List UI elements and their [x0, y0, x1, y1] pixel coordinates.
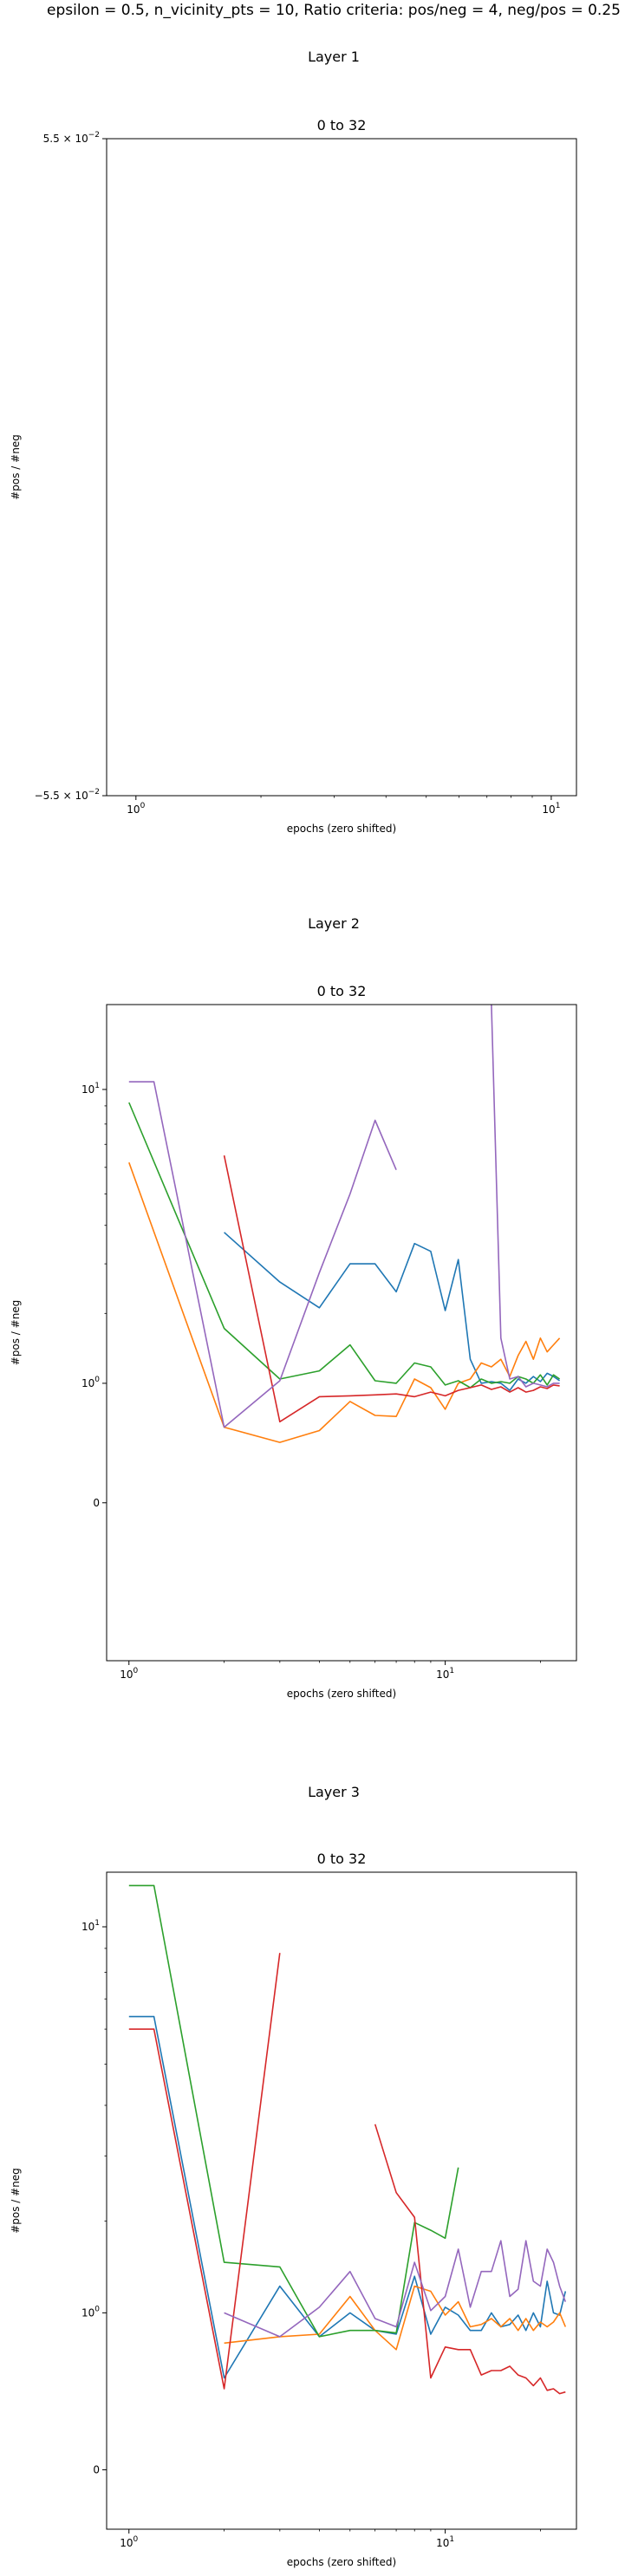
y-tick-label: 5.5 × 10−2	[43, 131, 100, 145]
x-tick-label: 100	[120, 1667, 138, 1681]
y-axis: 101 100 0	[81, 1082, 107, 1509]
layer-title: Layer 2	[308, 915, 360, 932]
chart-title: 0 to 32	[317, 1851, 367, 1867]
plot-frame	[106, 138, 577, 797]
panel-layer-3: Layer 3 0 to 32 100 101 epochs (zero shifte…	[0, 1779, 625, 2576]
x-tick-label: 101	[436, 2535, 454, 2549]
x-axis: 100 101	[120, 1661, 541, 1681]
y-tick-label: 100	[81, 1376, 100, 1389]
series-orange-line	[224, 2285, 567, 2351]
series-group	[128, 1884, 567, 2395]
y-tick-label: 101	[81, 1082, 100, 1096]
x-axis: 100 101	[120, 2529, 541, 2549]
series-blue-line	[128, 2015, 567, 2379]
series-purple-line	[128, 1081, 397, 1428]
x-axis: 100 101	[127, 796, 560, 816]
x-tick-label: 100	[127, 802, 145, 816]
x-axis-label: epochs (zero shifted)	[287, 1688, 396, 1700]
series-red-line	[128, 1953, 281, 2390]
panel-layer-1: Layer 1 0 to 32 100 101 epochs (zero shifte…	[0, 43, 625, 841]
x-tick-label: 101	[436, 1667, 454, 1681]
y-tick-label: −5.5 × 10−2	[35, 788, 100, 802]
y-axis-label: #pos / #neg	[10, 1300, 22, 1366]
chart-title: 0 to 32	[317, 983, 367, 999]
series-purple-line	[224, 2240, 567, 2338]
chart-layer-1: 0 to 32 100 101 epochs (zero shifted) 5.5 × …	[10, 117, 577, 835]
chart-title: 0 to 32	[317, 117, 367, 133]
series-red-line	[374, 2124, 566, 2395]
y-axis-label: #pos / #neg	[10, 2168, 22, 2234]
y-tick-label: 0	[93, 2463, 100, 2475]
figure-suptitle: epsilon = 0.5, n_vicinity_pts = 10, Rati…	[47, 2, 621, 19]
plot-frame	[106, 1871, 577, 2530]
y-axis-label: #pos / #neg	[10, 434, 22, 500]
series-red-line	[223, 1155, 560, 1423]
x-tick-label: 100	[120, 2535, 138, 2549]
series-orange-line	[128, 1161, 561, 1443]
x-axis-label: epochs (zero shifted)	[287, 823, 396, 835]
plot-frame	[106, 1004, 577, 1662]
series-green-line	[128, 1884, 459, 2338]
y-tick-label: 101	[81, 1919, 100, 1933]
layer-title: Layer 1	[308, 49, 360, 65]
panel-layer-2: Layer 2 0 to 32 100 101 epochs (zero shifte…	[0, 910, 625, 1708]
x-axis-label: epochs (zero shifted)	[287, 2556, 396, 2568]
y-axis: 101 100 0	[81, 1919, 107, 2475]
series-purple-line	[491, 1005, 560, 1388]
y-tick-label: 0	[93, 1497, 100, 1509]
x-tick-label: 101	[542, 802, 560, 816]
series-blue-line	[224, 1232, 561, 1391]
y-axis: 5.5 × 10−2 −5.5 × 10−2	[35, 131, 107, 802]
y-tick-label: 100	[81, 2305, 100, 2319]
layer-title: Layer 3	[308, 1784, 360, 1800]
series-group	[128, 1005, 561, 1443]
